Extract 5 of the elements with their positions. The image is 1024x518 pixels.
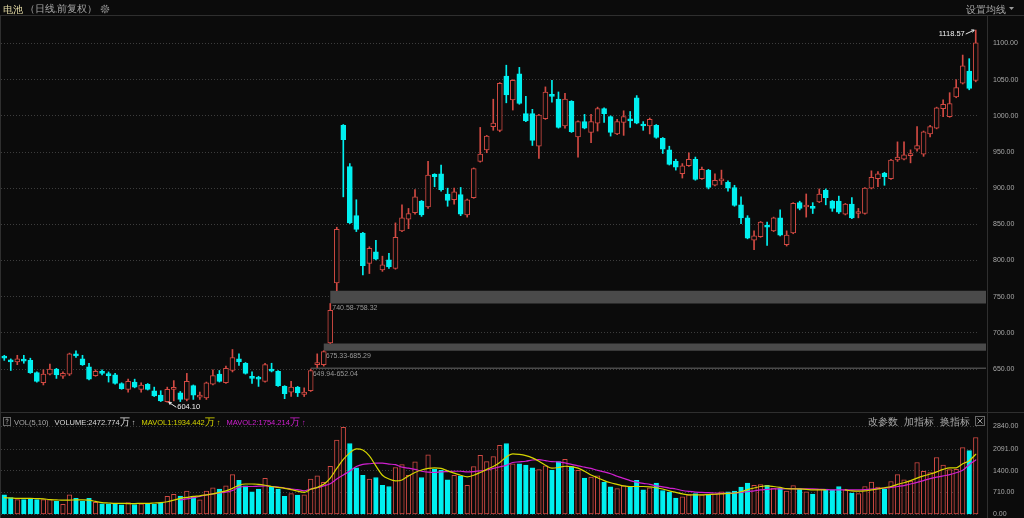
annotation: 换指标 — [940, 416, 970, 427]
annotation: 改参数 — [868, 416, 898, 427]
annotation: 加指标 — [904, 416, 934, 427]
chart-title: 电池 — [3, 3, 23, 15]
text: 设置均线 — [966, 3, 1006, 15]
